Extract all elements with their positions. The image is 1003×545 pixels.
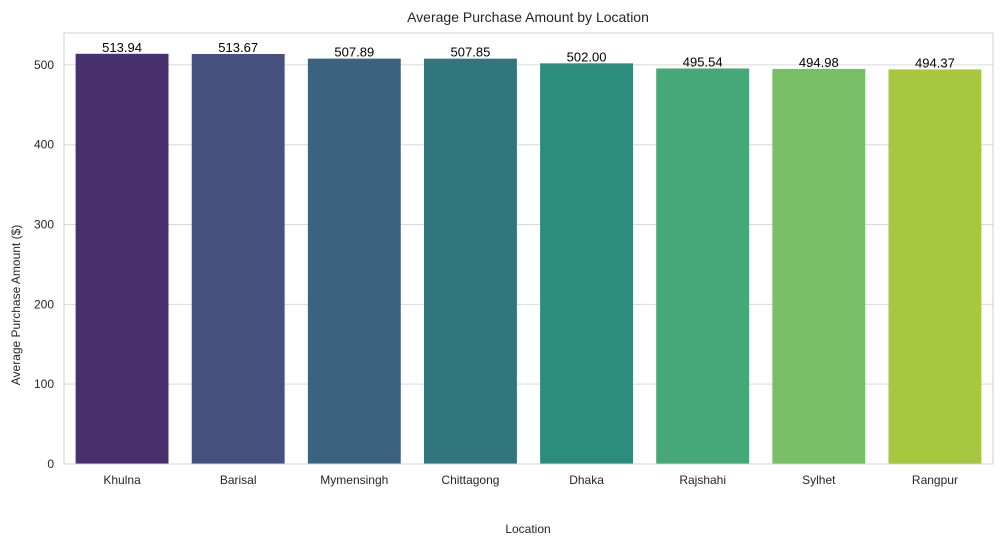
bar-rangpur	[888, 69, 982, 465]
data-label: 513.67	[218, 40, 258, 55]
y-tick-labels: 0 100 200 300 400 500	[34, 58, 54, 471]
y-tick-label: 400	[34, 138, 54, 152]
bar-dhaka	[540, 63, 634, 465]
bar-sylhet	[772, 68, 866, 465]
plot-area-frame	[63, 32, 994, 465]
x-tick-label: Rangpur	[912, 473, 958, 487]
data-label: 495.54	[683, 54, 723, 69]
data-label: 507.89	[334, 45, 374, 60]
chart-title: Average Purchase Amount by Location	[407, 9, 649, 25]
bar-rajshahi	[656, 68, 750, 465]
y-tick-label: 100	[34, 377, 54, 391]
data-label: 507.85	[451, 45, 491, 60]
x-tick-label: Barisal	[220, 473, 257, 487]
data-label: 513.94	[102, 40, 142, 55]
bar-chittagong	[423, 58, 517, 464]
x-tick-label: Khulna	[103, 473, 141, 487]
data-labels: 513.94 513.67 507.89 507.85 502.00 495.54 494.…	[102, 40, 955, 71]
y-tick-label: 0	[47, 457, 54, 471]
y-tick-label: 300	[34, 218, 54, 232]
x-tick-label: Rajshahi	[679, 473, 726, 487]
y-axis-label: Average Purchase Amount ($)	[9, 225, 23, 386]
x-axis-label: Location	[505, 522, 550, 536]
y-tick-label: 200	[34, 297, 54, 311]
x-tick-label: Chittagong	[441, 473, 499, 487]
x-tick-label: Sylhet	[802, 473, 836, 487]
x-tick-label: Mymensingh	[320, 473, 388, 487]
data-label: 494.37	[915, 55, 955, 70]
bar-khulna	[75, 53, 169, 464]
data-label: 502.00	[567, 49, 607, 64]
bar-barisal	[191, 54, 285, 465]
x-tick-labels: Khulna Barisal Mymensingh Chittagong Dhaka Ra…	[103, 473, 958, 487]
y-tick-label: 500	[34, 58, 54, 72]
bars	[75, 53, 982, 465]
bar-mymensingh	[307, 58, 401, 464]
data-label: 494.98	[799, 55, 839, 70]
x-tick-label: Dhaka	[569, 473, 604, 487]
